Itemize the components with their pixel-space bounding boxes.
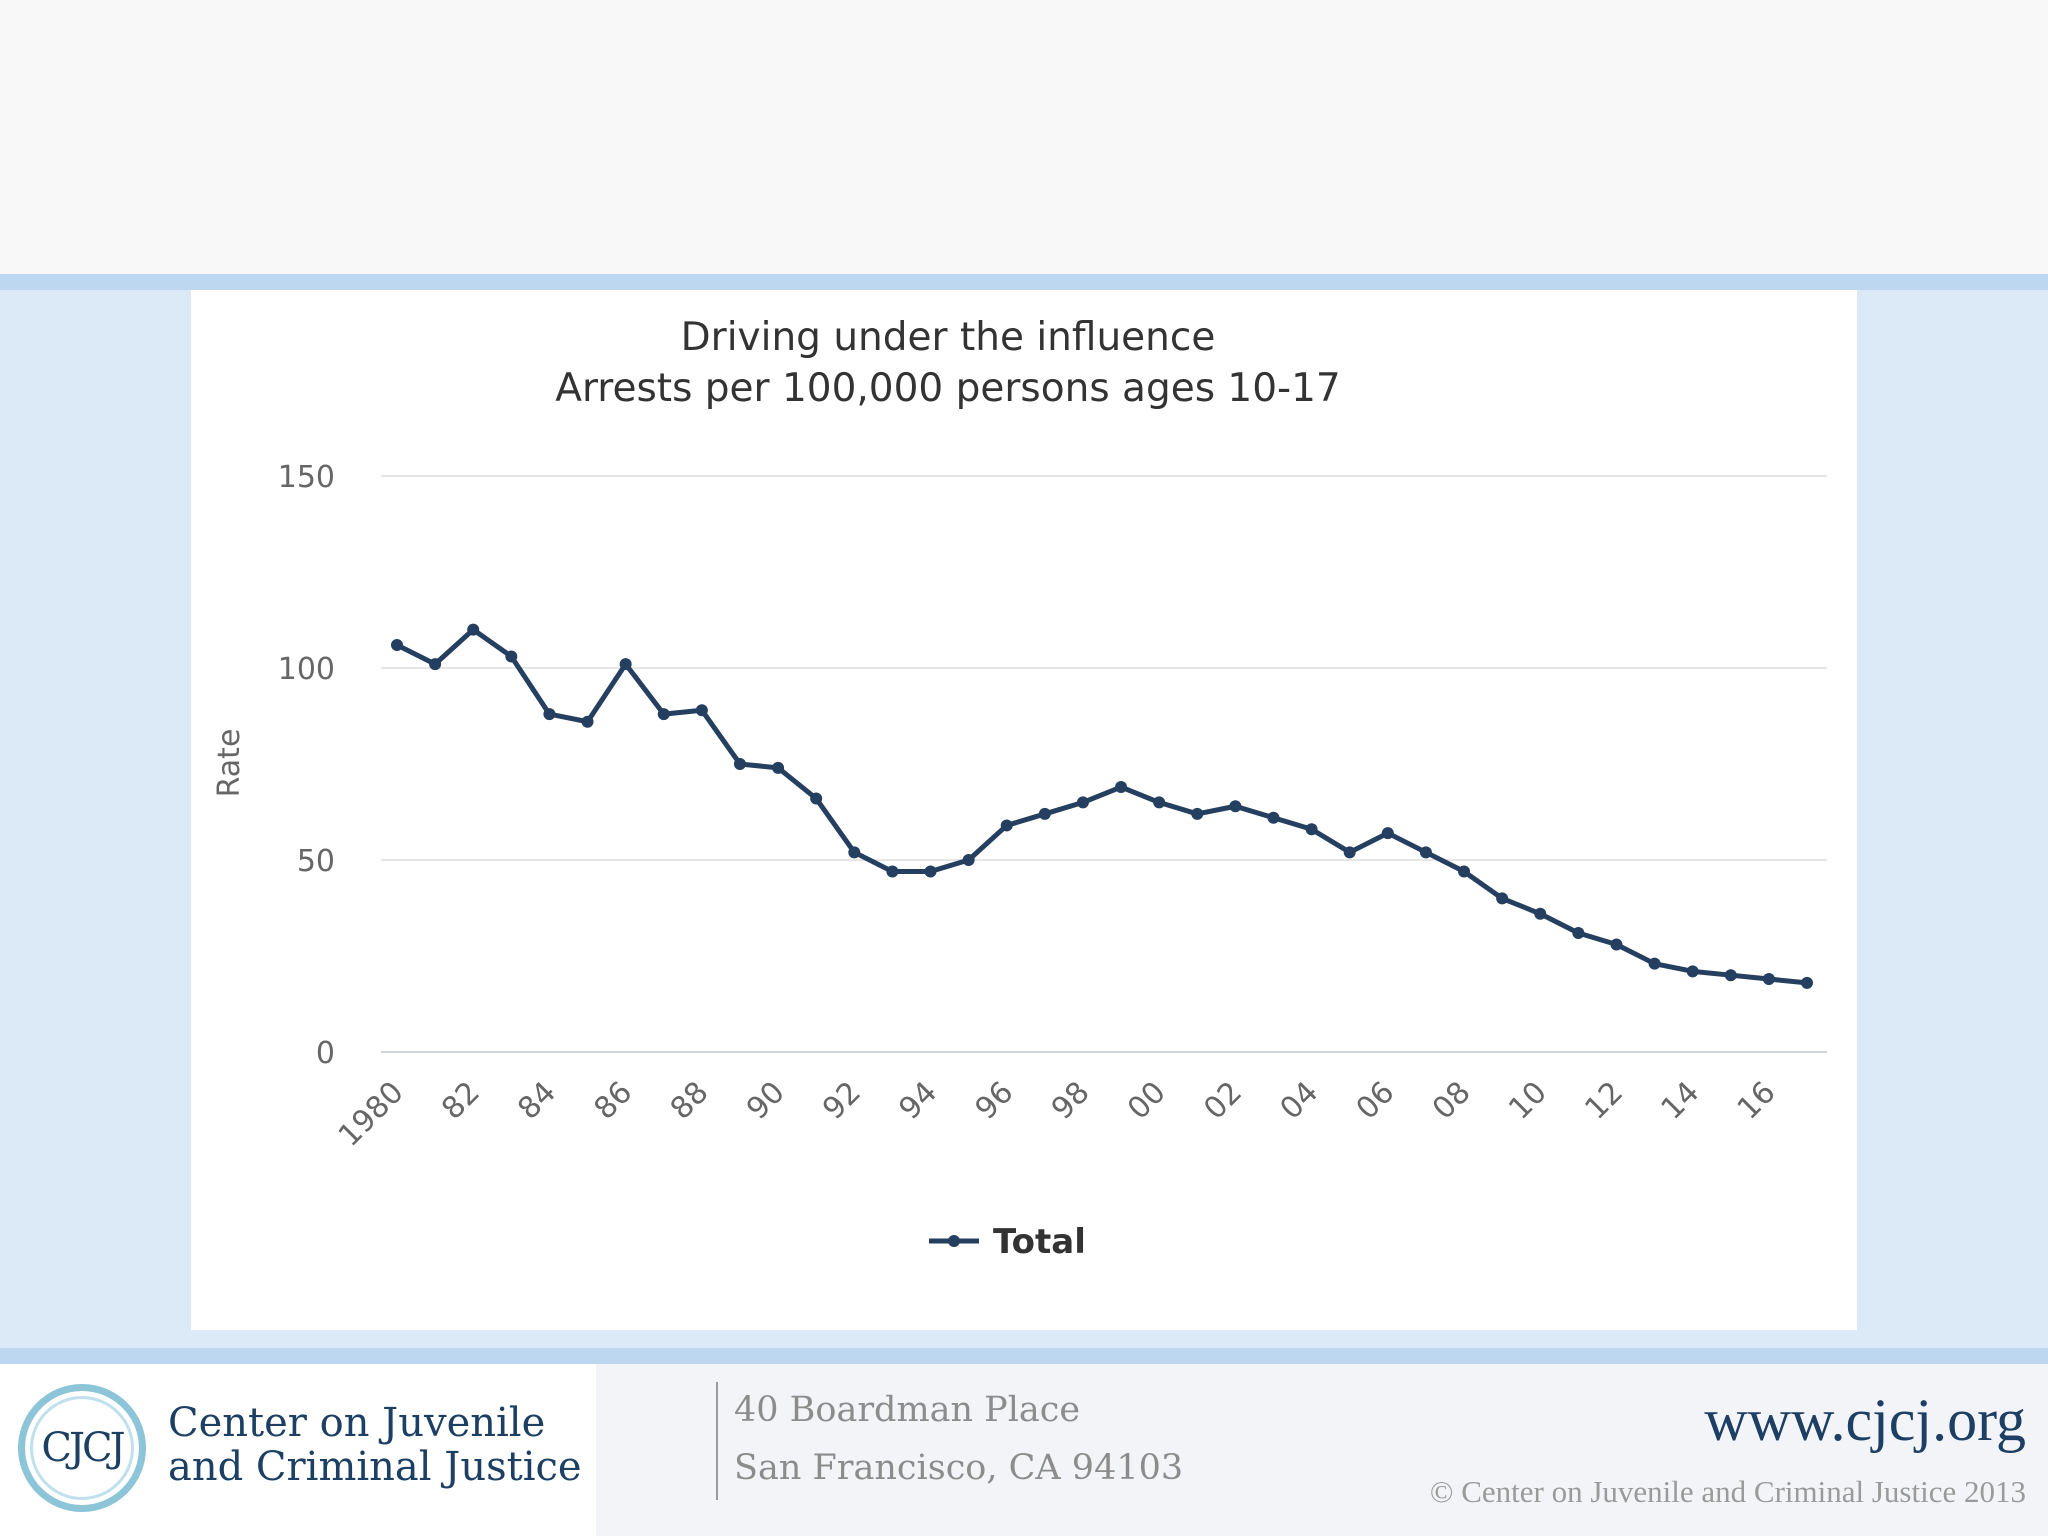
address-city: San Francisco, CA 94103 [734, 1448, 1184, 1488]
data-point[interactable] [1762, 973, 1775, 986]
data-point[interactable] [1305, 823, 1318, 836]
data-point[interactable] [391, 638, 403, 651]
data-point[interactable] [810, 792, 823, 805]
x-axis-ticks: 1980 82 84 86 88 90 92 94 96 98 00 02 04 06 08 10 12 14 16 [332, 1075, 1783, 1154]
y-axis-label: Rate [212, 729, 247, 798]
copyright-notice: © Center on Juvenile and Criminal Justic… [1429, 1474, 2026, 1509]
data-point[interactable] [1038, 807, 1051, 820]
data-point[interactable] [886, 865, 899, 878]
data-point[interactable] [848, 846, 861, 859]
logo-name-line-2: and Criminal Justice [168, 1444, 582, 1490]
data-point[interactable] [1191, 807, 1204, 820]
y-tick-label: 150 [278, 460, 335, 495]
data-point[interactable] [772, 761, 785, 774]
x-tick-label: 04 [1274, 1075, 1326, 1127]
y-tick-label: 0 [316, 1036, 335, 1071]
data-point[interactable] [543, 708, 556, 721]
grid-lines [381, 475, 1827, 1053]
series-total [391, 623, 1813, 989]
data-point[interactable] [962, 854, 975, 866]
top-accent-band [0, 274, 2048, 290]
data-point[interactable] [1610, 938, 1623, 951]
x-tick-label: 12 [1578, 1075, 1630, 1127]
x-tick-label: 16 [1731, 1075, 1783, 1127]
cjcj-logo[interactable]: CJCJ Center on Juvenile and Criminal Jus… [0, 1364, 596, 1536]
y-tick-label: 50 [297, 844, 335, 879]
data-point[interactable] [1153, 796, 1166, 809]
x-tick-label: 92 [816, 1075, 868, 1127]
x-tick-label: 02 [1197, 1075, 1249, 1127]
chart-subtitle: Arrests per 100,000 persons ages 10-17 [555, 366, 1340, 411]
series-line-total [394, 627, 1810, 986]
data-point[interactable] [581, 715, 594, 728]
data-point[interactable] [1724, 969, 1737, 982]
legend-label-total: Total [993, 1222, 1086, 1262]
x-tick-label: 84 [511, 1075, 563, 1127]
data-point[interactable] [619, 658, 632, 671]
footer: CJCJ Center on Juvenile and Criminal Jus… [0, 1364, 2048, 1536]
x-tick-label: 14 [1655, 1075, 1707, 1127]
x-tick-label: 88 [664, 1075, 716, 1127]
data-point[interactable] [505, 650, 518, 663]
footer-divider [716, 1382, 718, 1500]
x-tick-label: 98 [1045, 1075, 1097, 1127]
data-point[interactable] [1343, 846, 1356, 859]
logo-name-line-1: Center on Juvenile [168, 1400, 546, 1446]
data-point[interactable] [1000, 819, 1013, 832]
x-tick-label: 00 [1121, 1075, 1173, 1127]
data-point[interactable] [733, 758, 746, 770]
legend-point-marker [948, 1235, 960, 1247]
bottom-accent-band [0, 1348, 2048, 1364]
data-point[interactable] [1686, 965, 1699, 978]
x-tick-label: 1980 [332, 1075, 411, 1154]
logo-initials: CJCJ [41, 1425, 125, 1471]
data-point[interactable] [1458, 865, 1471, 878]
website-link[interactable]: www.cjcj.org [1704, 1387, 2026, 1453]
data-point[interactable] [429, 658, 442, 671]
data-point[interactable] [1381, 827, 1394, 840]
data-point[interactable] [1572, 926, 1585, 939]
y-tick-label: 100 [278, 652, 335, 687]
data-point[interactable] [657, 708, 670, 721]
x-tick-label: 10 [1502, 1075, 1554, 1127]
data-point[interactable] [1115, 781, 1128, 794]
cjcj-logo-emblem: CJCJ [18, 1384, 146, 1512]
data-point[interactable] [1419, 846, 1432, 859]
chart-title: Driving under the influence [681, 315, 1216, 360]
data-point[interactable] [467, 623, 480, 636]
data-point[interactable] [924, 865, 937, 878]
data-point[interactable] [1496, 892, 1509, 905]
x-tick-label: 08 [1426, 1075, 1478, 1127]
x-tick-label: 06 [1350, 1075, 1402, 1127]
line-chart: Driving under the influence Arrests per … [212, 315, 1827, 1262]
x-tick-label: 82 [435, 1075, 487, 1127]
data-point[interactable] [695, 704, 708, 717]
chart-panel: Driving under the influence Arrests per … [191, 290, 1857, 1330]
legend[interactable]: Total [929, 1222, 1086, 1262]
data-point[interactable] [1267, 811, 1280, 824]
data-point[interactable] [1801, 976, 1813, 989]
address-street: 40 Boardman Place [734, 1390, 1081, 1430]
x-tick-label: 96 [969, 1075, 1021, 1127]
y-axis-ticks: 0 50 100 150 [278, 460, 335, 1071]
x-tick-label: 94 [892, 1075, 944, 1127]
data-point[interactable] [1648, 957, 1661, 970]
data-point[interactable] [1534, 907, 1547, 920]
x-tick-label: 90 [740, 1075, 792, 1127]
data-point[interactable] [1229, 800, 1242, 813]
x-tick-label: 86 [588, 1075, 640, 1127]
data-point[interactable] [1076, 796, 1089, 809]
slide-top-area [0, 0, 2048, 274]
